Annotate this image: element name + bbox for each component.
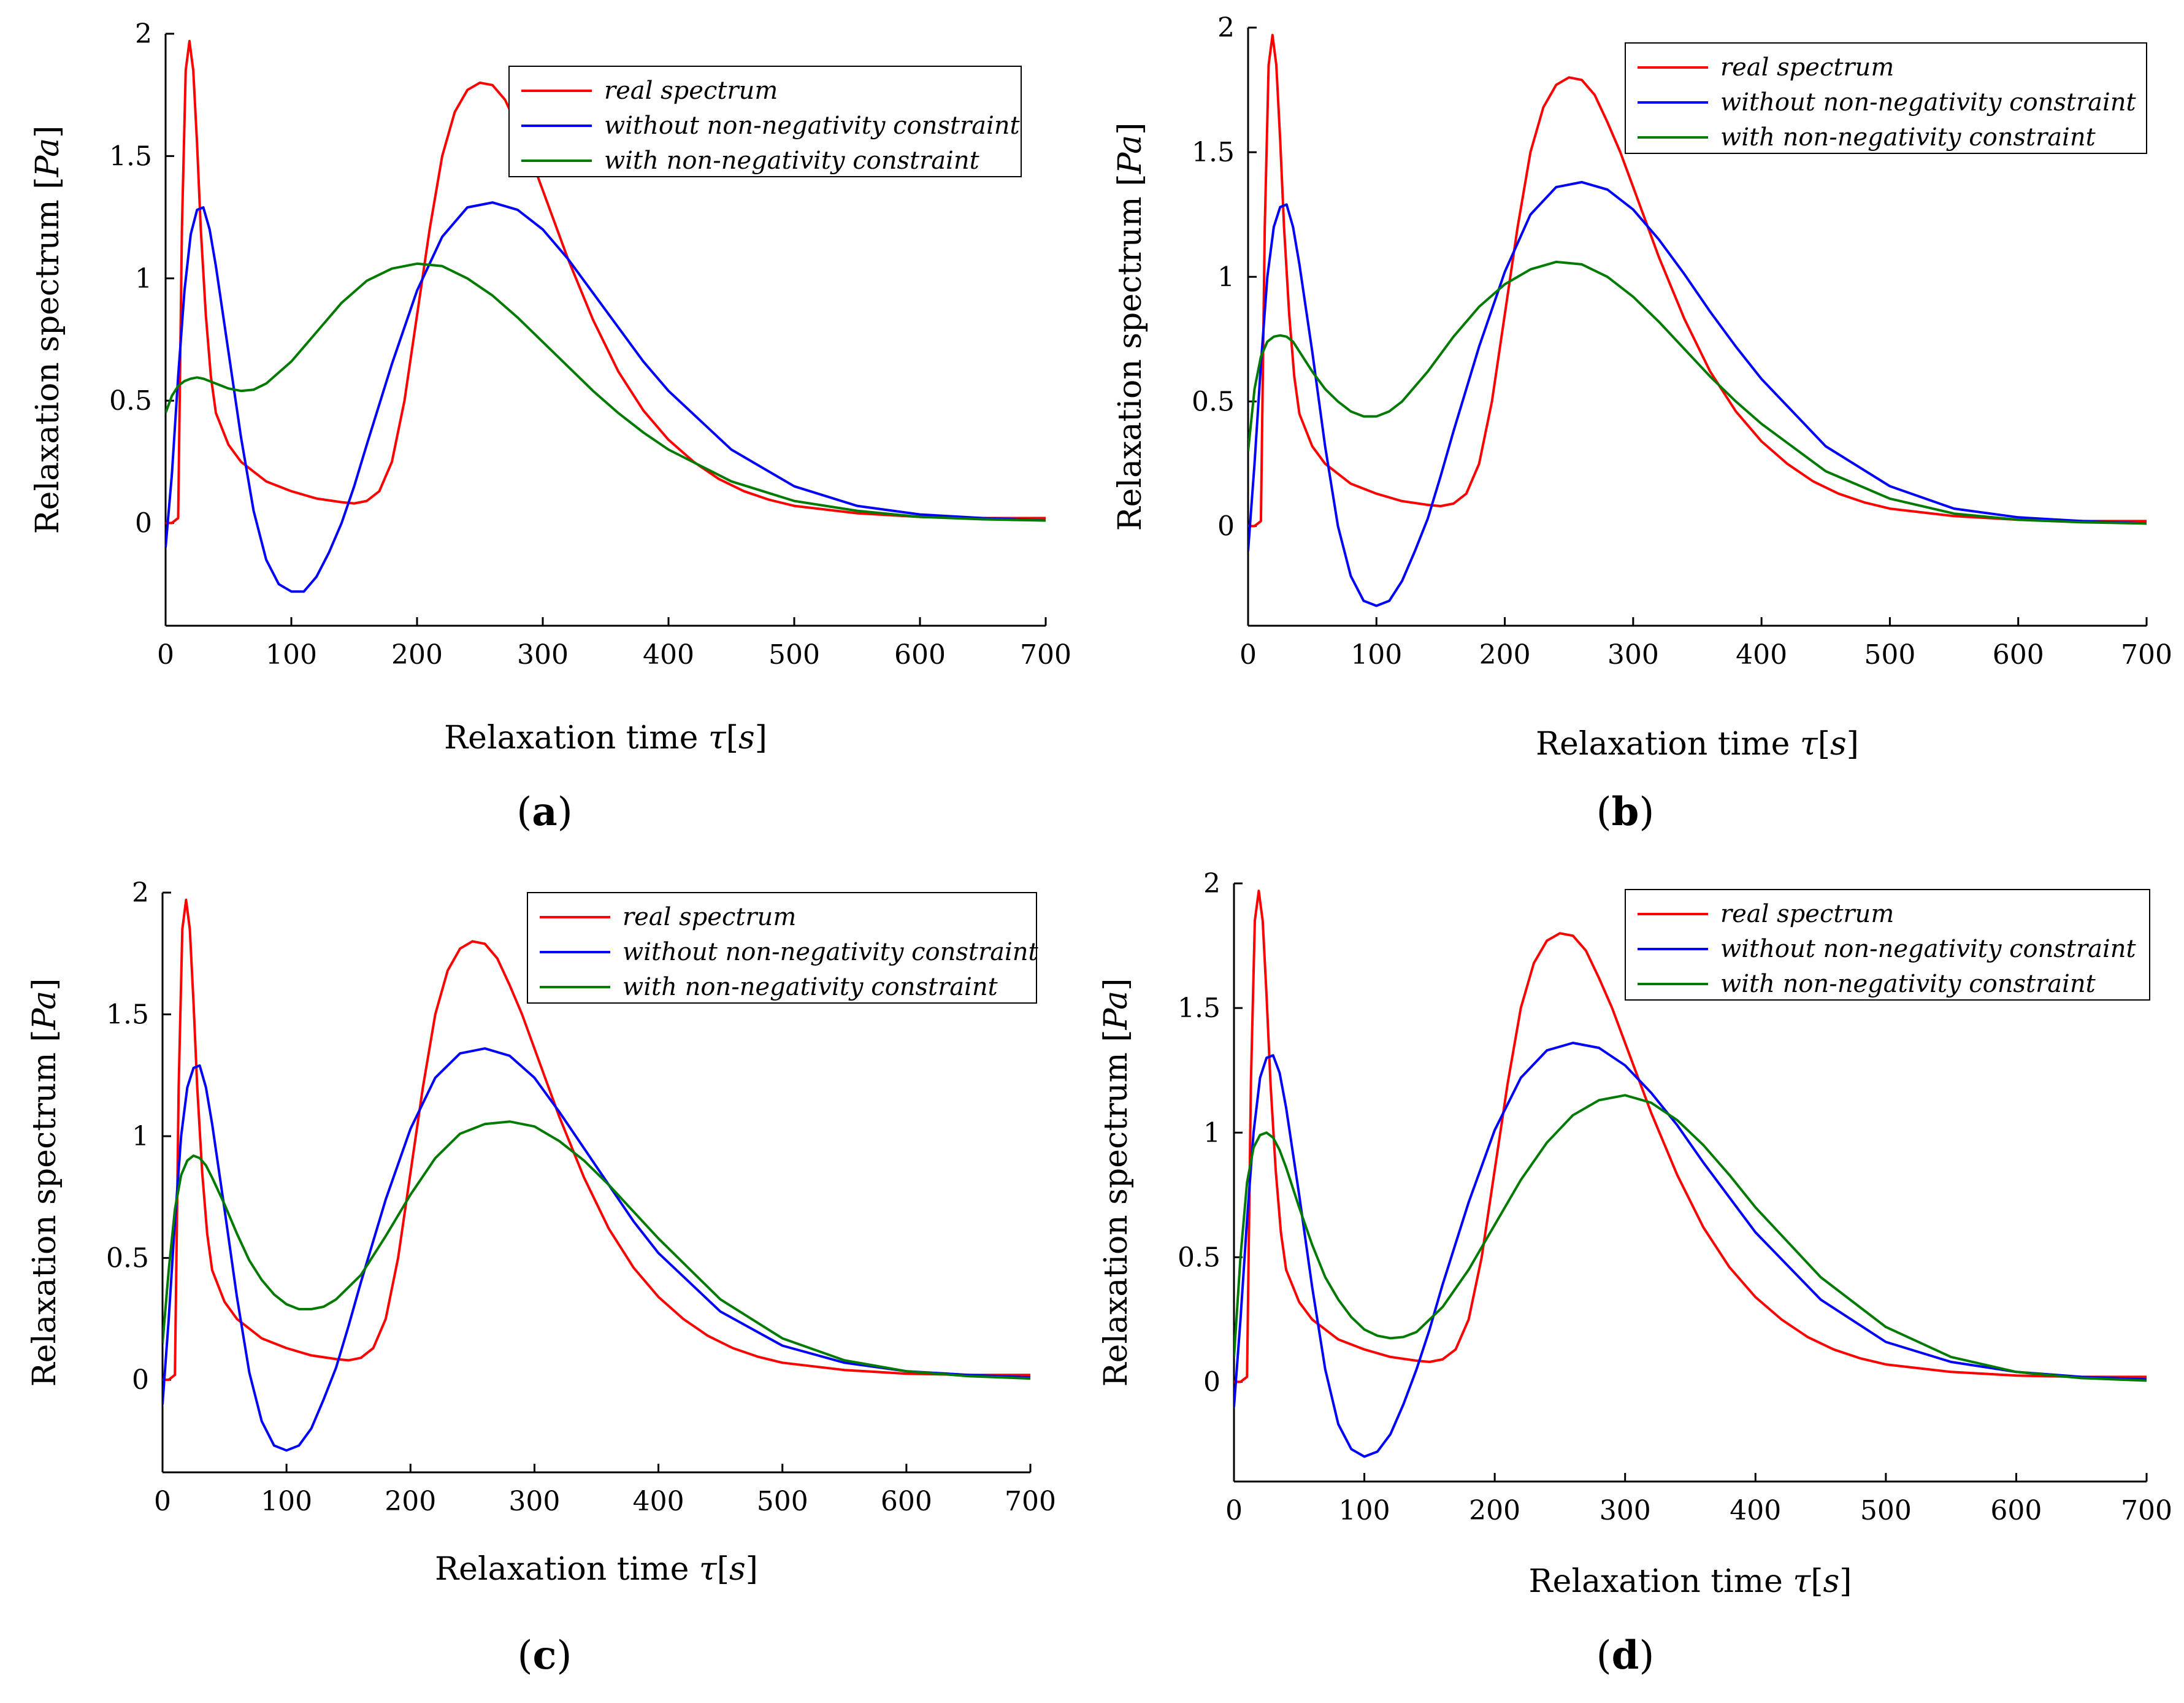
y-tick-label: 0.5: [109, 385, 152, 417]
y-tick-label: 2: [1217, 12, 1235, 44]
y-tick-label: 1: [1217, 261, 1235, 293]
x-tick-label: 200: [385, 1486, 436, 1517]
y-axis-label: Relaxation spectrum [Pa]: [29, 126, 66, 534]
x-tick-label: 200: [1469, 1495, 1520, 1526]
panel-label: (c): [518, 1632, 572, 1678]
x-tick-label: 700: [1005, 1486, 1056, 1517]
series-line-real: [1248, 34, 2147, 528]
x-axis-label: Relaxation time τ[s]: [1536, 726, 1859, 763]
x-tick-label: 700: [1020, 639, 1071, 671]
y-tick-label: 1.5: [1178, 993, 1220, 1024]
y-tick-label: 0.5: [1192, 386, 1235, 417]
series-line-with: [166, 262, 1046, 522]
panel-label: (a): [516, 789, 572, 835]
legend-entry: with non-negativity constraint: [623, 973, 998, 1001]
y-tick-label: 0.5: [106, 1243, 149, 1274]
x-tick-label: 600: [1990, 1495, 2042, 1526]
panel-a: 0 100 200 300 400 500 600 700 0 0.5 1 1.5 2 real spec…: [29, 18, 1071, 835]
legend-entry: real spectrum: [1720, 900, 1894, 928]
x-tick-label: 500: [757, 1486, 808, 1517]
y-tick-label: 1.5: [1192, 137, 1235, 168]
series-line-real: [163, 898, 1030, 1382]
series-line-without: [163, 1047, 1030, 1452]
legend-entry: with non-negativity constraint: [1720, 123, 2096, 152]
series-line-with: [163, 1120, 1030, 1380]
x-tick-label: 100: [266, 639, 317, 671]
legend-entry: without non-negativity constraint: [1720, 935, 2137, 963]
panel-b: 0 100 200 300 400 500 600 700 0 0.5 1 1.5 2 real spec…: [1112, 12, 2172, 835]
x-axis-label: Relaxation time τ[s]: [444, 720, 767, 756]
legend-entry: real spectrum: [1720, 53, 1894, 82]
x-axis-label: Relaxation time τ[s]: [1529, 1563, 1852, 1600]
legend-box: [508, 66, 1022, 177]
y-axis-label: Relaxation spectrum [Pa]: [1098, 978, 1135, 1387]
x-tick-label: 400: [633, 1486, 684, 1517]
y-tick-label: 1.5: [109, 140, 152, 172]
legend-entry: without non-negativity constraint: [604, 112, 1021, 140]
x-tick-label: 400: [1736, 639, 1787, 671]
y-tick-label: 1: [135, 263, 152, 294]
y-tick-label: 0: [1217, 511, 1235, 542]
series-line-real: [1234, 890, 2147, 1383]
legend-entry: real spectrum: [604, 77, 778, 105]
x-tick-label: 300: [517, 639, 569, 671]
x-tick-label: 500: [1864, 639, 1915, 671]
x-tick-label: 600: [1993, 639, 2044, 671]
y-tick-label: 0: [1203, 1367, 1220, 1398]
x-tick-label: 100: [261, 1486, 312, 1517]
x-tick-label: 500: [1860, 1495, 1912, 1526]
legend-entry: without non-negativity constraint: [1720, 88, 2137, 117]
x-tick-label: 0: [1225, 1495, 1243, 1526]
y-tick-label: 1: [1203, 1117, 1220, 1148]
legend-entry: without non-negativity constraint: [623, 938, 1039, 966]
x-tick-label: 400: [1730, 1495, 1781, 1526]
x-tick-label: 100: [1339, 1495, 1390, 1526]
legend-box: [1625, 889, 2150, 1001]
x-tick-label: 700: [2121, 639, 2172, 671]
series-line-without: [1234, 1042, 2147, 1458]
x-tick-label: 100: [1351, 639, 1402, 671]
series-line-without: [1248, 180, 2147, 607]
panel-c: 0 100 200 300 400 500 600 700 0 0.5 1 1.5 2 real spec…: [26, 877, 1056, 1678]
x-tick-label: 0: [157, 639, 174, 671]
x-axis-label: Relaxation time τ[s]: [435, 1551, 758, 1588]
panel-label: (d): [1596, 1632, 1655, 1678]
y-tick-label: 1: [132, 1121, 149, 1152]
legend-box: [1625, 42, 2147, 154]
x-tick-label: 600: [881, 1486, 932, 1517]
series-line-without: [166, 201, 1046, 593]
y-tick-label: 2: [132, 877, 149, 909]
x-tick-label: 300: [508, 1486, 560, 1517]
y-tick-label: 0.5: [1178, 1242, 1220, 1273]
y-tick-label: 0: [135, 508, 152, 539]
x-tick-label: 300: [1600, 1495, 1651, 1526]
x-tick-label: 200: [1479, 639, 1531, 671]
y-axis-label: Relaxation spectrum [Pa]: [26, 978, 63, 1387]
y-tick-label: 0: [132, 1364, 149, 1396]
x-tick-label: 500: [768, 639, 820, 671]
x-tick-label: 700: [2121, 1495, 2172, 1526]
x-tick-label: 200: [391, 639, 443, 671]
x-tick-label: 600: [894, 639, 946, 671]
series-line-with: [1234, 1094, 2147, 1382]
x-tick-label: 0: [1240, 639, 1257, 671]
y-tick-label: 1.5: [106, 999, 149, 1031]
y-tick-label: 2: [1203, 868, 1220, 899]
x-tick-label: 0: [154, 1486, 171, 1517]
y-axis-label: Relaxation spectrum [Pa]: [1112, 123, 1149, 531]
x-tick-label: 300: [1607, 639, 1659, 671]
series-line-with: [1248, 260, 2147, 525]
panel-d: 0 100 200 300 400 500 600 700 0 0.5 1 1.5 2 real spec…: [1098, 868, 2172, 1678]
legend-entry: real spectrum: [623, 903, 796, 931]
x-tick-label: 400: [643, 639, 694, 671]
panel-label: (b): [1596, 789, 1655, 835]
legend-box: [527, 892, 1037, 1004]
y-tick-label: 2: [135, 18, 152, 50]
legend-entry: with non-negativity constraint: [604, 147, 980, 175]
legend-entry: with non-negativity constraint: [1720, 970, 2096, 998]
